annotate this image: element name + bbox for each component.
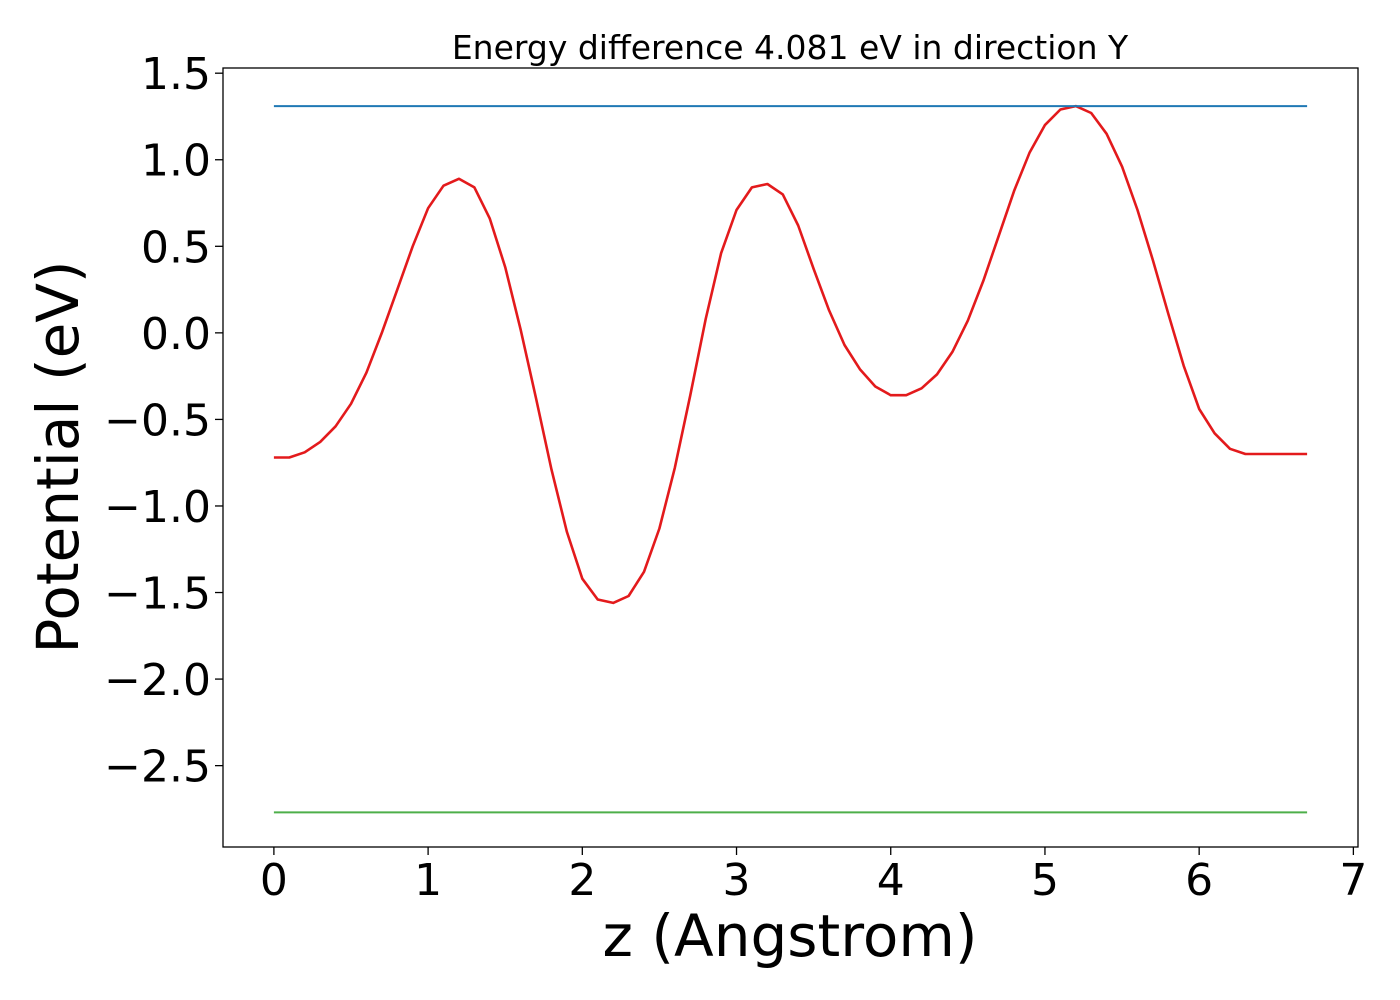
series-line-0 <box>273 104 1308 605</box>
x-tick-label: 5 <box>1031 855 1059 906</box>
y-tick-label: 1.0 <box>141 136 211 187</box>
y-tick-label: −2.5 <box>104 742 211 793</box>
x-tick-label: 6 <box>1185 855 1213 906</box>
x-axis-label: z (Angstrom) <box>603 902 978 970</box>
x-tick-label: 1 <box>414 855 442 906</box>
y-tick-label: −2.0 <box>104 655 211 706</box>
x-tick-label: 0 <box>260 855 288 906</box>
x-axis-ticks: 0 1 2 3 4 5 6 7 <box>260 847 1367 906</box>
series-layer <box>273 104 1308 814</box>
y-tick-label: 1.5 <box>141 49 211 100</box>
y-tick-label: 0.0 <box>141 309 211 360</box>
chart-title: Energy difference 4.081 eV in direction … <box>452 28 1129 67</box>
y-tick-label: −1.0 <box>104 482 211 533</box>
x-tick-label: 2 <box>568 855 596 906</box>
y-axis-ticks: 1.5 1.0 0.5 0.0 −0.5 −1.0 −1.5 −2.0 −2.5 <box>104 49 223 793</box>
plot-frame <box>222 67 1359 848</box>
x-tick-label: 7 <box>1339 855 1367 906</box>
x-tick-label: 4 <box>877 855 905 906</box>
y-tick-label: −0.5 <box>104 395 211 446</box>
y-tick-label: −1.5 <box>104 569 211 620</box>
x-tick-label: 3 <box>723 855 751 906</box>
y-tick-label: 0.5 <box>141 222 211 273</box>
y-axis-label: Potential (eV) <box>24 260 92 653</box>
